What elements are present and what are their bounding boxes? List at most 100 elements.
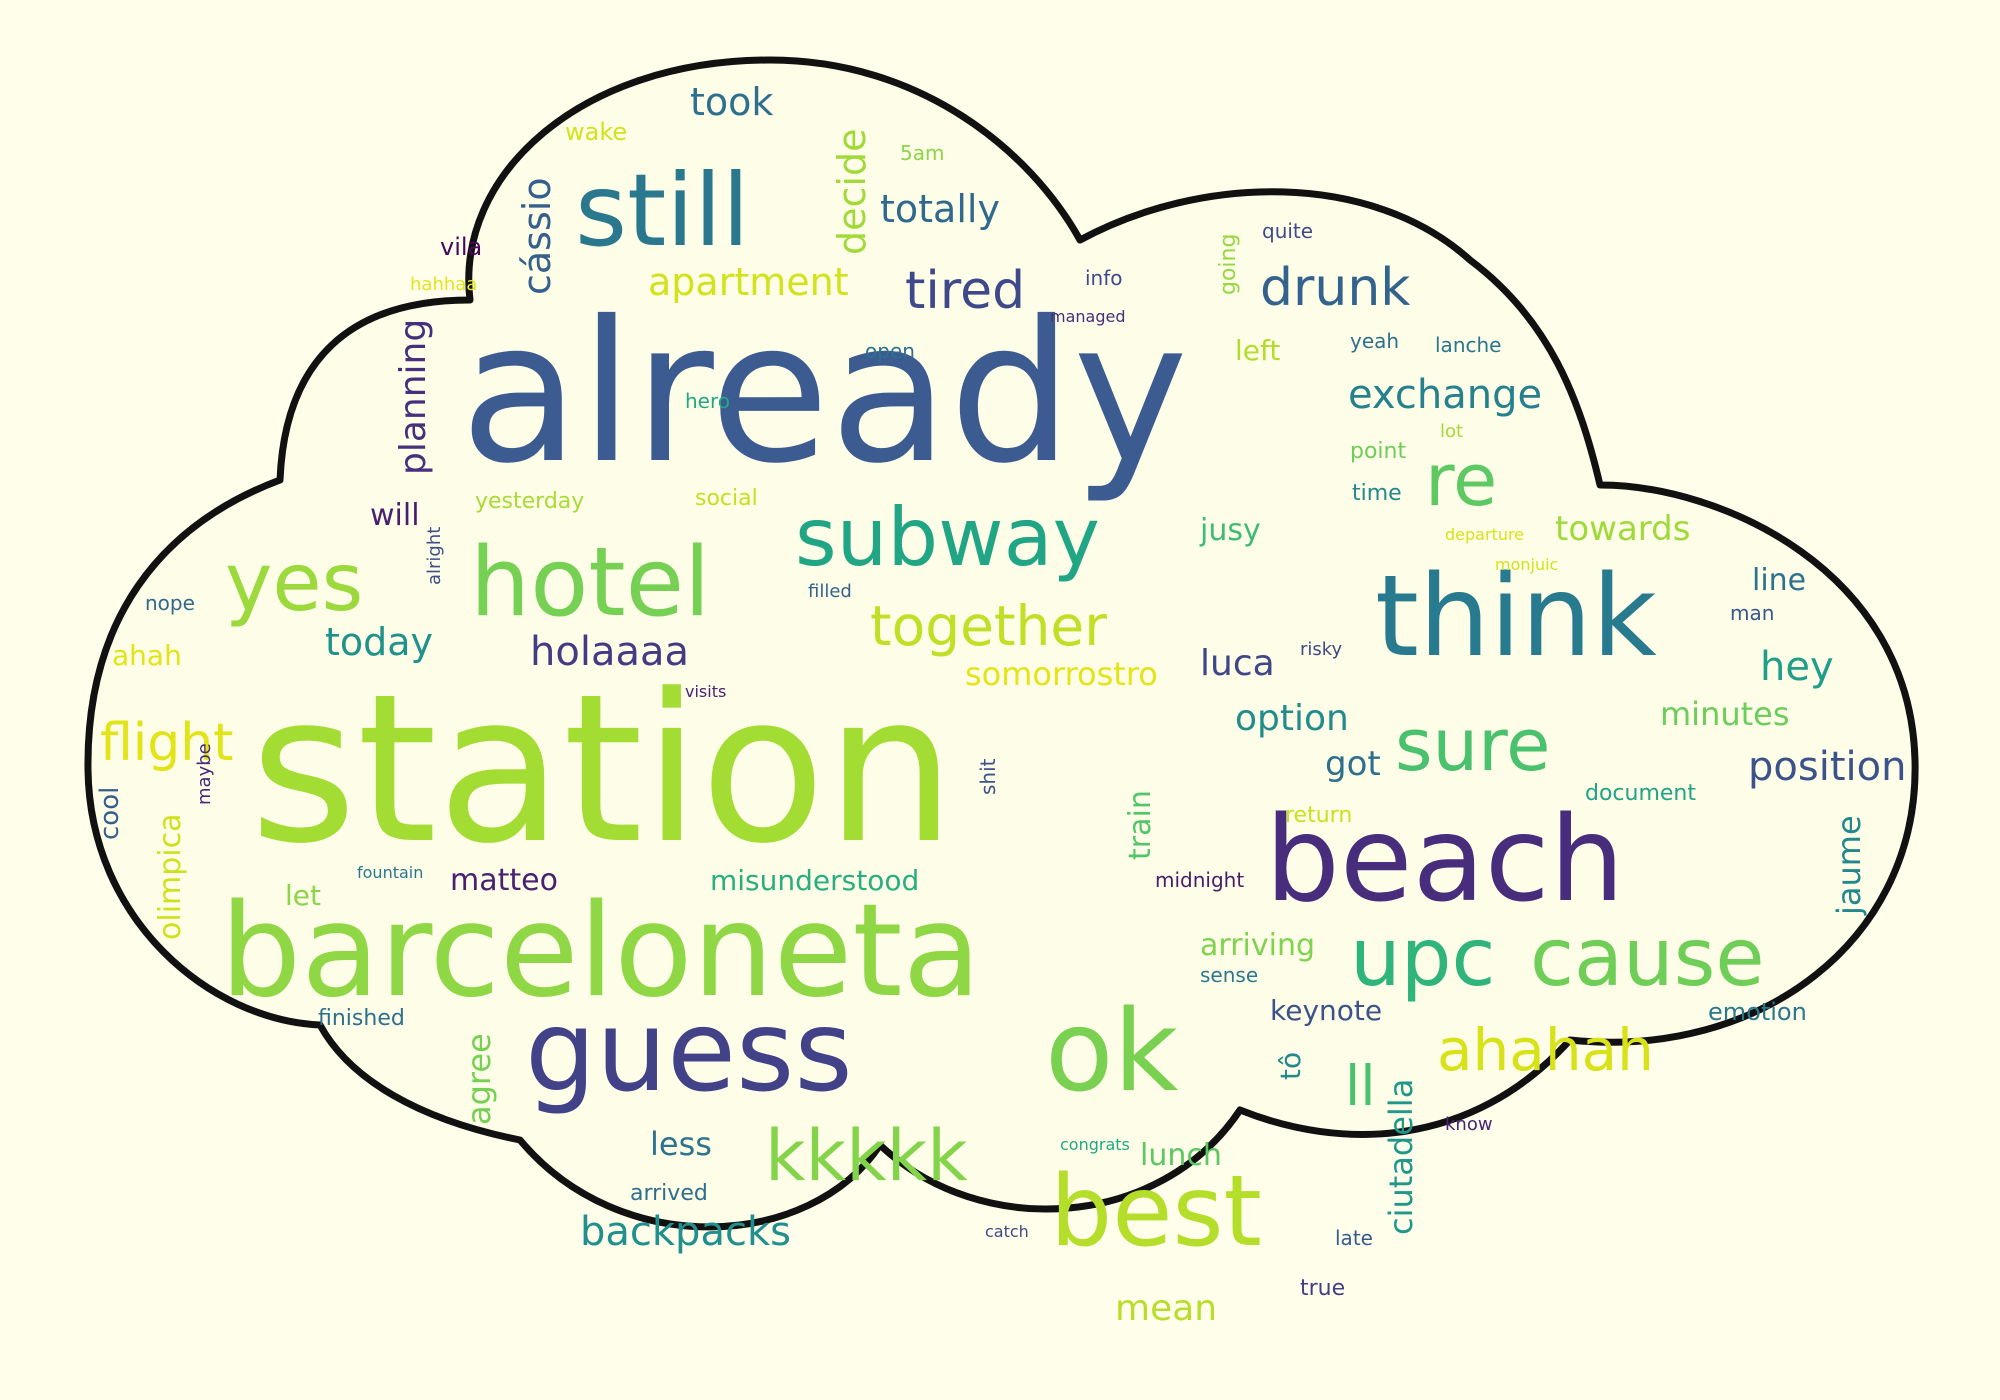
word-subway: subway [795, 491, 1100, 584]
word-decide: decide [830, 129, 874, 255]
word-departure: departure [1445, 525, 1524, 544]
word-point: point [1350, 439, 1406, 464]
word-catch: catch [985, 1222, 1029, 1241]
word-think: think [1375, 552, 1657, 682]
word-hey: hey [1760, 644, 1834, 690]
word-lanche: lanche [1435, 333, 1501, 357]
word-flight: flight [100, 713, 234, 773]
word-5am: 5am [900, 141, 944, 165]
word-barceloneta: barceloneta [220, 877, 981, 1026]
word-yes: yes [225, 536, 363, 629]
word-mean: mean [1115, 1288, 1217, 1329]
word-monjuic: monjuic [1495, 555, 1558, 574]
word-jusy: jusy [1199, 513, 1261, 548]
word-lunch: lunch [1140, 1138, 1222, 1173]
word-minutes: minutes [1660, 695, 1790, 733]
word-managed: managed [1050, 307, 1126, 326]
word-somorrostro: somorrostro [965, 655, 1158, 693]
word-agree: agree [460, 1033, 498, 1125]
word-emotion: emotion [1708, 998, 1807, 1026]
word-re: re [1425, 438, 1497, 522]
word-hahhaa: hahhaa [410, 274, 477, 295]
word-backpacks: backpacks [580, 1209, 791, 1255]
word-together: together [870, 594, 1107, 658]
word-jaume: jaume [1830, 815, 1868, 916]
word-exchange: exchange [1348, 372, 1542, 418]
word-planning: planning [393, 319, 434, 475]
word-totally: totally [880, 187, 1000, 231]
word-keynote: keynote [1270, 994, 1382, 1027]
word-ll: ll [1345, 1054, 1376, 1118]
word-filled: filled [808, 581, 852, 602]
word-matteo: matteo [450, 863, 558, 898]
word-going: going [1216, 234, 1241, 295]
word-olimpica: olimpica [153, 813, 188, 940]
word-misunderstood: misunderstood [710, 864, 919, 897]
word-cause: cause [1530, 911, 1765, 1004]
word-cássio: cássio [515, 177, 559, 295]
word-maybe: maybe [194, 743, 215, 805]
word-alright: alright [424, 527, 445, 585]
word-open: open [865, 339, 915, 363]
word-info: info [1085, 266, 1123, 290]
word-let: let [285, 879, 321, 912]
word-will: will [370, 498, 420, 533]
word-shit: shit [976, 758, 1000, 795]
word-tô: tô [1274, 1052, 1307, 1080]
word-guess: guess [525, 987, 853, 1117]
word-today: today [325, 620, 433, 664]
word-nope: nope [145, 591, 195, 615]
word-true: true [1300, 1276, 1345, 1301]
word-know: know [1445, 1114, 1493, 1135]
word-ahahah: ahahah [1437, 1016, 1654, 1084]
word-vila: vila [440, 233, 482, 261]
word-hotel: hotel [470, 528, 710, 638]
word-midnight: midnight [1155, 868, 1244, 892]
word-line: line [1752, 563, 1806, 598]
word-less: less [650, 1125, 712, 1163]
word-yesterday: yesterday [475, 489, 584, 514]
word-ok: ok [1045, 987, 1179, 1117]
word-sure: sure [1395, 703, 1550, 787]
word-finished: finished [318, 1006, 405, 1031]
word-hero: hero [685, 389, 730, 413]
word-arrived: arrived [630, 1181, 708, 1206]
word-left: left [1235, 334, 1280, 367]
word-luca: luca [1200, 643, 1275, 684]
word-best: best [1050, 1155, 1262, 1269]
word-ahah: ahah [112, 639, 182, 672]
word-risky: risky [1300, 639, 1343, 660]
word-return: return [1285, 803, 1352, 828]
word-ciutadella: ciutadella [1382, 1079, 1420, 1235]
word-quite: quite [1262, 219, 1313, 243]
word-tired: tired [905, 261, 1025, 321]
word-upc: upc [1350, 911, 1495, 1004]
word-option: option [1235, 698, 1349, 739]
word-late: late [1335, 1226, 1373, 1250]
word-arriving: arriving [1200, 928, 1315, 963]
word-kkkkk: kkkkk [765, 1115, 968, 1197]
word-already: already [460, 279, 1188, 506]
word-cool: cool [95, 787, 125, 840]
word-train: train [1123, 790, 1158, 860]
word-visits: visits [685, 682, 726, 701]
word-congrats: congrats [1060, 1135, 1130, 1154]
word-sense: sense [1200, 963, 1258, 987]
word-holaaaa: holaaaa [530, 629, 689, 675]
cloud-outline [84, 56, 1919, 1231]
word-lot: lot [1440, 421, 1463, 442]
word-man: man [1730, 601, 1774, 625]
word-fountain: fountain [357, 863, 423, 882]
word-position: position [1748, 744, 1906, 790]
word-document: document [1585, 781, 1696, 806]
word-still: still [575, 152, 750, 269]
word-beach: beach [1265, 790, 1624, 928]
word-took: took [690, 80, 773, 124]
word-social: social [695, 486, 758, 511]
word-station: station [250, 651, 956, 889]
word-drunk: drunk [1260, 258, 1410, 318]
word-yeah: yeah [1350, 329, 1399, 353]
word-time: time [1352, 481, 1402, 506]
word-wake: wake [565, 118, 627, 146]
